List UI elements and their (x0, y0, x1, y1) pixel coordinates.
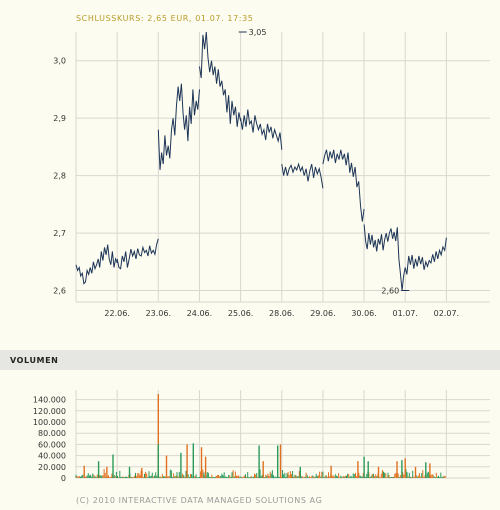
price-line-segment (240, 109, 283, 150)
volume-y-tick-label: 60.000 (38, 440, 66, 449)
price-x-tick-label: 22.06. (104, 309, 129, 318)
annotation-label: 2,60 (381, 287, 399, 296)
price-line-segment (116, 238, 159, 270)
volume-y-tick-label: 0 (61, 474, 66, 483)
price-x-tick-label: 01.07. (392, 309, 417, 318)
price-caption: SCHLUSSKURS: 2,65 EUR, 01.07. 17:35 (76, 14, 253, 23)
volume-y-tick-label: 40.000 (38, 452, 66, 461)
price-y-axis: 2,6 2,7 2,8 2,9 3,0 (53, 57, 66, 296)
price-series (75, 31, 447, 291)
volume-bars (75, 394, 446, 478)
price-y-tick-label: 2,8 (53, 172, 66, 181)
price-line-segment (363, 224, 406, 291)
price-annotations: 3,05 2,60 (238, 28, 410, 296)
volume-title: VOLUMEN (10, 356, 58, 365)
price-x-axis: 22.06. 23.06. 24.06. 25.06. 28.06. 29.06. 30.0… (104, 309, 459, 318)
price-x-tick-label: 29.06. (310, 309, 335, 318)
price-line-segment (157, 83, 200, 170)
price-line-segment (75, 244, 118, 285)
price-grid (75, 32, 490, 303)
volume-title-band (0, 350, 500, 370)
price-x-tick-label: 23.06. (146, 309, 171, 318)
price-x-tick-label: 30.06. (351, 309, 376, 318)
volume-y-tick-label: 140.000 (33, 396, 66, 405)
volume-y-tick-label: 20.000 (38, 463, 66, 472)
price-line-segment (404, 237, 447, 275)
price-line-segment (199, 31, 242, 127)
volume-y-axis: 0 20.000 40.000 60.000 80.000 100.000 120.000 1… (33, 396, 66, 483)
price-x-tick-label: 28.06. (269, 309, 294, 318)
volume-y-tick-label: 80.000 (38, 429, 66, 438)
price-y-tick-label: 2,7 (53, 229, 66, 238)
price-x-tick-label: 25.06. (228, 309, 253, 318)
price-line-segment (281, 162, 324, 189)
price-line-segment (322, 149, 365, 222)
price-y-tick-label: 2,9 (53, 114, 66, 123)
price-x-tick-label: 24.06. (187, 309, 212, 318)
volume-y-tick-label: 100.000 (33, 418, 66, 427)
price-y-tick-label: 2,6 (53, 287, 66, 296)
volume-grid (75, 390, 490, 479)
volume-y-tick-label: 120.000 (33, 407, 66, 416)
price-x-tick-label: 02.07. (434, 309, 459, 318)
annotation-label: 3,05 (249, 28, 267, 37)
copyright-notice: (C) 2010 INTERACTIVE DATA MANAGED SOLUTI… (76, 496, 322, 505)
price-y-tick-label: 3,0 (53, 57, 66, 66)
